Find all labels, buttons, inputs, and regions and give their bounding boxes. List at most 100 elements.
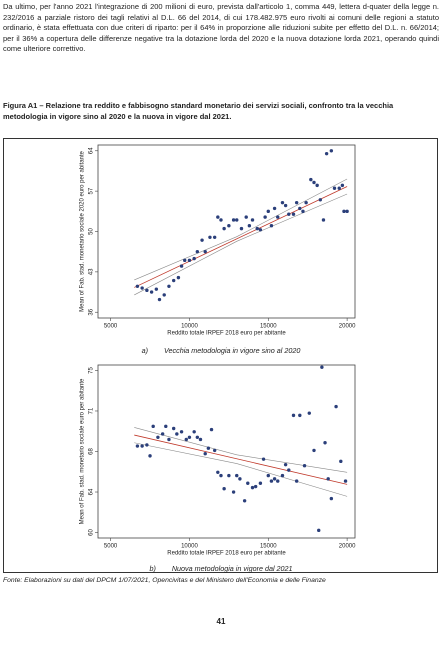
confidence-lower bbox=[134, 193, 348, 296]
y-tick-label: 50 bbox=[89, 228, 95, 235]
scatter-point bbox=[326, 477, 330, 481]
scatter-point bbox=[283, 203, 288, 208]
scatter-point bbox=[317, 528, 321, 533]
confidence-upper bbox=[134, 427, 348, 473]
scatter-point bbox=[231, 490, 236, 494]
scatter-point bbox=[246, 481, 250, 485]
body-text: Da ultimo, per l'anno 2021 l'integrazion… bbox=[3, 2, 439, 54]
scatter-point bbox=[227, 473, 231, 478]
scatter-point bbox=[242, 499, 247, 503]
y-axis-title: Mean of Fab. stad. monetario sociale 202… bbox=[80, 150, 86, 311]
scatter-point bbox=[315, 183, 319, 188]
scatter-point bbox=[162, 293, 166, 297]
caption-label: a) bbox=[141, 346, 148, 355]
scatter-point bbox=[176, 275, 181, 280]
caption: b) Nuova metodologia in vigore dal 2021 bbox=[0, 564, 442, 573]
scatter-point bbox=[250, 218, 255, 222]
source-note: Fonte: Elaborazioni su dati del DPCM 1/0… bbox=[3, 577, 326, 584]
scatter-point bbox=[140, 286, 144, 290]
scatter-point bbox=[184, 437, 188, 442]
scatter-point bbox=[258, 481, 263, 485]
scatter-point bbox=[345, 209, 349, 214]
x-tick-label: 10000 bbox=[181, 324, 198, 330]
x-tick-label: 15000 bbox=[260, 324, 277, 330]
scatter-point bbox=[320, 365, 324, 369]
x-tick-label: 20000 bbox=[339, 544, 356, 550]
scatter-point bbox=[203, 249, 207, 254]
scatter-point bbox=[250, 485, 255, 490]
caption-text: Vecchia metodologia in vigore sino al 20… bbox=[164, 346, 301, 355]
scatter-point bbox=[209, 427, 214, 432]
scatter-point bbox=[244, 215, 248, 219]
scatter-point bbox=[337, 186, 341, 190]
x-tick-label: 5000 bbox=[104, 324, 118, 330]
scatter-point bbox=[227, 224, 231, 228]
scatter-point bbox=[312, 180, 316, 185]
scatter-point bbox=[329, 496, 334, 501]
scatter-point bbox=[160, 432, 165, 436]
scatter-point bbox=[280, 473, 285, 478]
scatter-point bbox=[294, 200, 299, 205]
x-tick-label: 20000 bbox=[339, 324, 356, 330]
scatter-point bbox=[145, 288, 149, 293]
scatter-point bbox=[258, 228, 263, 232]
y-tick-label: 64 bbox=[89, 147, 95, 154]
chart: 5000 10000 15000 20000 36 43 50 57 64 Reddito tot… bbox=[80, 144, 356, 337]
scatter-point bbox=[266, 209, 270, 214]
scatter-point bbox=[208, 235, 212, 239]
scatter-point bbox=[309, 177, 313, 182]
fit-line bbox=[134, 434, 348, 485]
y-tick-label: 36 bbox=[89, 308, 95, 315]
scatter-point bbox=[261, 457, 266, 461]
scatter-point bbox=[287, 212, 291, 216]
scatter-point bbox=[164, 424, 168, 429]
scatter-point bbox=[198, 437, 203, 442]
scatter-point bbox=[135, 284, 140, 288]
scatter-point bbox=[235, 473, 239, 478]
figure-title: Figura A1 – Relazione tra reddito e fabb… bbox=[3, 101, 394, 121]
scatter-point bbox=[334, 404, 338, 409]
scatter-point bbox=[219, 473, 223, 478]
y-tick-label: 71 bbox=[89, 407, 95, 414]
scatter-point bbox=[283, 462, 288, 467]
x-tick-label: 5000 bbox=[104, 544, 118, 550]
scatter-point bbox=[318, 198, 323, 202]
figure-frame bbox=[3, 138, 438, 573]
scatter-point bbox=[167, 437, 171, 442]
scatter-point bbox=[321, 218, 326, 222]
scatter-point bbox=[298, 413, 302, 418]
y-axis-title: Mean of Fab. stad. monetario sociale eur… bbox=[80, 378, 86, 524]
scatter-point bbox=[287, 468, 291, 472]
scatter-point bbox=[171, 278, 176, 283]
scatter-point bbox=[332, 186, 337, 190]
confidence-lower bbox=[134, 442, 348, 497]
x-axis-title: Reddito totale IRPEF 2018 euro per abita… bbox=[167, 331, 286, 337]
scatter-point bbox=[342, 209, 346, 214]
scatter-point bbox=[157, 297, 162, 302]
scatter-point bbox=[247, 224, 252, 228]
scatter-point bbox=[238, 477, 242, 481]
scatter-point bbox=[187, 258, 192, 263]
scatter-point bbox=[231, 218, 236, 222]
scatter-point bbox=[263, 215, 267, 219]
scatter-point bbox=[148, 454, 152, 458]
x-axis-title: Reddito totale IRPEF 2018 euro per abita… bbox=[167, 551, 286, 557]
scatter-point bbox=[340, 183, 345, 188]
caption-text: Nuova metodologia in vigore dal 2021 bbox=[171, 564, 293, 573]
y-tick-label: 60 bbox=[89, 529, 95, 536]
scatter-point bbox=[339, 459, 343, 464]
scatter-point bbox=[179, 430, 184, 434]
scatter-point bbox=[156, 435, 160, 439]
scatter-point bbox=[179, 264, 184, 268]
scatter-point bbox=[206, 446, 211, 450]
scatter-point bbox=[255, 226, 259, 231]
scatter-point bbox=[291, 413, 296, 418]
scatter-point bbox=[302, 464, 307, 468]
scatter-point bbox=[216, 470, 220, 475]
x-tick-label: 15000 bbox=[260, 544, 277, 550]
scatter-point bbox=[312, 448, 316, 453]
scatter-point bbox=[298, 206, 302, 211]
scatter-point bbox=[216, 215, 220, 219]
scatter-point bbox=[175, 432, 179, 436]
scatter-point bbox=[195, 435, 200, 439]
